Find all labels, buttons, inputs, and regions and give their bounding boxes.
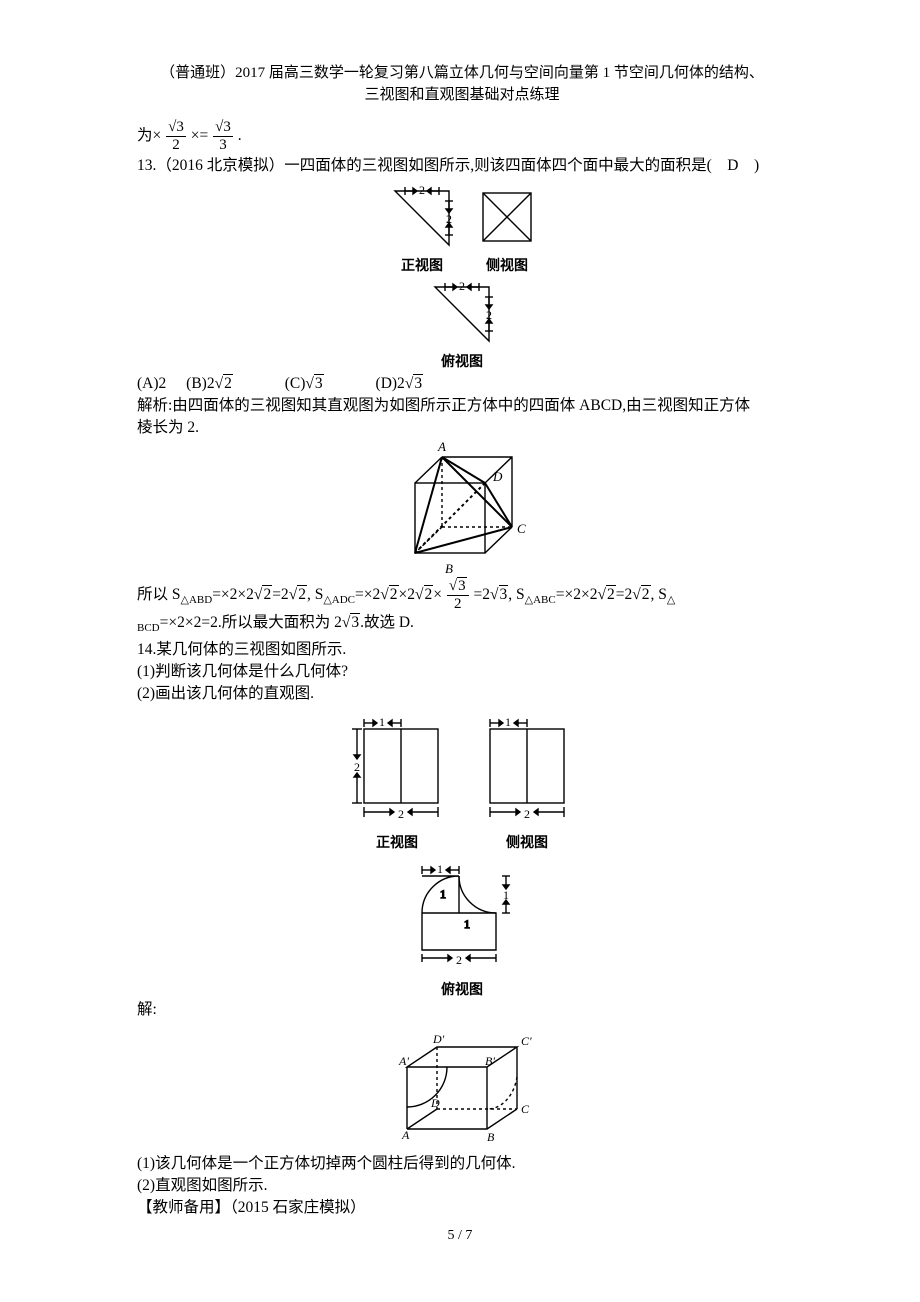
q14-direct-view: A B C D A' B' C' D' <box>387 1027 537 1147</box>
q13-front-caption: 正视图 <box>401 255 443 275</box>
svg-text:A: A <box>401 1128 410 1142</box>
q13-top-caption: 俯视图 <box>441 351 483 371</box>
svg-text:2: 2 <box>486 308 492 322</box>
svg-text:C': C' <box>521 1034 532 1048</box>
q13-explain1: 解析:由四面体的三视图知其直观图为如图所示正方体中的四面体 ABCD,由三视图知… <box>137 395 787 417</box>
choice-b: (B)22 <box>186 375 265 392</box>
q14-stem: 14.某几何体的三视图如图所示. <box>137 639 787 661</box>
svg-text:2: 2 <box>459 279 465 293</box>
q13-explain2: 棱长为 2. <box>137 417 787 439</box>
svg-text:2: 2 <box>398 807 404 821</box>
q14-front-view: 1 2 2 <box>342 715 452 830</box>
q13-side-view <box>477 183 537 253</box>
svg-text:1: 1 <box>505 715 511 729</box>
carryover-fraction: 为× √32 ×= √33 . <box>137 120 787 153</box>
svg-text:D': D' <box>432 1032 445 1046</box>
header-line1: （普通班）2017 届高三数学一轮复习第八篇立体几何与空间向量第 1 节空间几何… <box>137 62 787 84</box>
svg-text:1: 1 <box>464 917 470 931</box>
svg-text:C: C <box>517 521 526 536</box>
choice-d: (D)23 <box>376 375 456 392</box>
header-line2: 三视图和直观图基础对点练理 <box>137 84 787 106</box>
svg-text:2: 2 <box>354 760 360 774</box>
q14-top-view: 1 1 1 1 2 <box>402 862 522 977</box>
q14-ans2: (2)直观图如图所示. <box>137 1175 787 1197</box>
svg-text:B: B <box>445 561 453 576</box>
q13-side-caption: 侧视图 <box>486 255 528 275</box>
svg-text:D: D <box>492 469 503 484</box>
choice-a: (A)2 <box>137 375 166 392</box>
q14-front-caption: 正视图 <box>376 832 418 852</box>
area-line1: 所以 S△ABD=×2×22=22, S△ADC=×22×22× 32 =23,… <box>137 579 787 612</box>
choice-c: (C)3 <box>285 375 356 392</box>
page-number: 5 / 7 <box>0 1228 920 1244</box>
svg-text:1: 1 <box>437 862 443 876</box>
q13-front-view: 2 2 <box>387 183 457 253</box>
q13-choices: (A)2 (B)22 (C)3 (D)23 <box>137 373 787 395</box>
svg-text:A: A <box>437 439 446 454</box>
area-line2: BCD=×2×2=2.所以最大面积为 23.故选 D. <box>137 612 787 639</box>
svg-text:1: 1 <box>503 888 509 902</box>
q14-ans1: (1)该几何体是一个正方体切掉两个圆柱后得到的几何体. <box>137 1153 787 1175</box>
q14-sub2: (2)画出该几何体的直观图. <box>137 683 787 705</box>
svg-text:2: 2 <box>524 807 530 821</box>
q13-cube: A D C B <box>397 439 527 579</box>
q14-side-view: 1 2 <box>472 715 582 830</box>
svg-text:2: 2 <box>456 953 462 967</box>
q14-side-caption: 侧视图 <box>506 832 548 852</box>
svg-text:1: 1 <box>440 887 446 901</box>
svg-text:B': B' <box>485 1054 495 1068</box>
svg-text:1: 1 <box>379 715 385 729</box>
q14-top-caption: 俯视图 <box>441 979 483 999</box>
q14-sub1: (1)判断该几何体是什么几何体? <box>137 661 787 683</box>
svg-text:D: D <box>430 1096 440 1110</box>
q14-note: 【教师备用】（2015 石家庄模拟） <box>137 1197 787 1219</box>
dim-label: 2 <box>419 183 425 197</box>
q14-solution-head: 解: <box>137 999 787 1021</box>
svg-text:B: B <box>487 1130 495 1144</box>
svg-text:C: C <box>521 1102 530 1116</box>
svg-text:2: 2 <box>446 212 452 226</box>
q13-top-view: 2 2 <box>427 279 497 349</box>
svg-text:A': A' <box>398 1054 409 1068</box>
q13-stem: 13.（2016 北京模拟）一四面体的三视图如图所示,则该四面体四个面中最大的面… <box>137 155 787 177</box>
